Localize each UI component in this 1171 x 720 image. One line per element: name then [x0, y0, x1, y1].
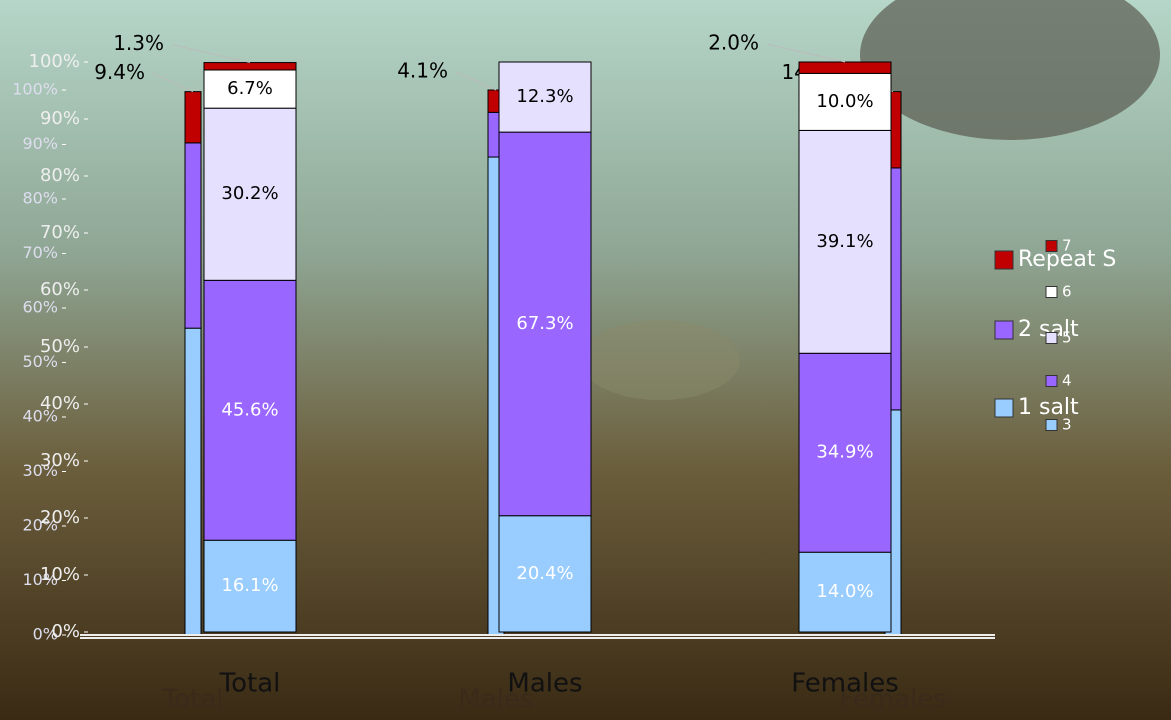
y-tick-label: 40%	[22, 407, 58, 426]
x-tick-label: Total	[219, 669, 281, 699]
y-tick-label: 20%	[40, 507, 80, 528]
y-tick-label: 50%	[40, 336, 80, 357]
legend-label: 7	[1062, 237, 1072, 255]
x-tick-label: Females	[791, 669, 899, 699]
y-tick-label: 60%	[22, 298, 58, 317]
y-tick-label: 70%	[22, 243, 58, 262]
leader-line	[152, 73, 194, 93]
y-tick-label: 90%	[40, 108, 80, 129]
y-tick-label: 0%	[33, 625, 58, 644]
data-label: 10.0%	[816, 91, 873, 112]
y-tick-label: 40%	[40, 393, 80, 414]
y-tick-label: 70%	[40, 222, 80, 243]
y-tick-label: 30%	[22, 461, 58, 480]
bar-segment	[184, 91, 202, 144]
data-label: 34.9%	[816, 442, 873, 463]
legend-label: 6	[1062, 283, 1072, 301]
legend-label: Repeat S	[1018, 247, 1116, 272]
bar-segment	[203, 107, 297, 281]
legend-label: 4	[1062, 372, 1072, 390]
y-tick-label: 0%	[51, 621, 80, 642]
data-label: 2.0%	[708, 31, 759, 55]
y-tick-label: 100%	[12, 80, 58, 99]
y-tick-label: 30%	[40, 450, 80, 471]
legend-swatch	[994, 398, 1014, 418]
leader-line	[766, 43, 846, 63]
legend-swatch	[994, 320, 1014, 340]
leader-line	[455, 71, 497, 91]
data-label: 67.3%	[516, 313, 573, 334]
legend-swatch	[1045, 286, 1058, 298]
bar-segment	[203, 69, 297, 109]
leader-line	[171, 44, 251, 64]
data-label: 14.0%	[816, 581, 873, 602]
x-tick-label: Total	[162, 685, 224, 715]
y-tick-label: 80%	[40, 165, 80, 186]
legend-swatch	[1045, 332, 1058, 344]
data-label: 4.1%	[397, 59, 448, 83]
data-label: 39.1%	[816, 231, 873, 252]
y-tick-label: 100%	[29, 51, 80, 72]
legend-swatch	[1045, 419, 1058, 431]
bar-segment	[203, 62, 297, 71]
bar-segment	[498, 131, 592, 517]
data-label: 6.7%	[227, 78, 273, 99]
y-tick-label: 90%	[22, 134, 58, 153]
bar-segment	[203, 539, 297, 633]
x-tick-label: Females	[839, 685, 947, 715]
bar-segment	[203, 279, 297, 541]
bar-segment	[184, 142, 202, 329]
bar-segment	[798, 129, 892, 354]
legend-swatch	[994, 250, 1014, 270]
bar-segment	[498, 61, 592, 133]
y-tick-label: 20%	[22, 516, 58, 535]
y-tick-label: 60%	[40, 279, 80, 300]
bar-segment	[798, 61, 892, 74]
bar-segment	[798, 72, 892, 131]
data-label: 9.4%	[94, 60, 145, 84]
data-label: 20.4%	[516, 563, 573, 584]
y-tick-label: 50%	[22, 352, 58, 371]
data-label: 16.1%	[221, 575, 278, 596]
data-label: 12.3%	[516, 86, 573, 107]
legend-swatch	[1045, 240, 1058, 252]
data-label: 1.3%	[113, 31, 164, 55]
x-tick-label: Males	[507, 669, 582, 699]
bar-segment	[798, 551, 892, 633]
data-label: 30.2%	[221, 183, 278, 204]
y-tick-label: 80%	[22, 189, 58, 208]
legend-swatch	[1045, 375, 1058, 387]
legend-label: 3	[1062, 416, 1072, 434]
y-tick-label: 10%	[40, 564, 80, 585]
data-label: 45.6%	[221, 399, 278, 420]
legend-label: 5	[1062, 329, 1072, 347]
x-tick-label: Males	[458, 685, 533, 715]
bar-segment	[498, 515, 592, 633]
bar-segment	[184, 327, 202, 636]
fish-decoration	[860, 0, 1160, 140]
rock-decoration	[580, 320, 740, 400]
bar-segment	[798, 352, 892, 553]
y-tick-label: 10%	[22, 570, 58, 589]
legend-label: 1 salt	[1018, 395, 1079, 420]
